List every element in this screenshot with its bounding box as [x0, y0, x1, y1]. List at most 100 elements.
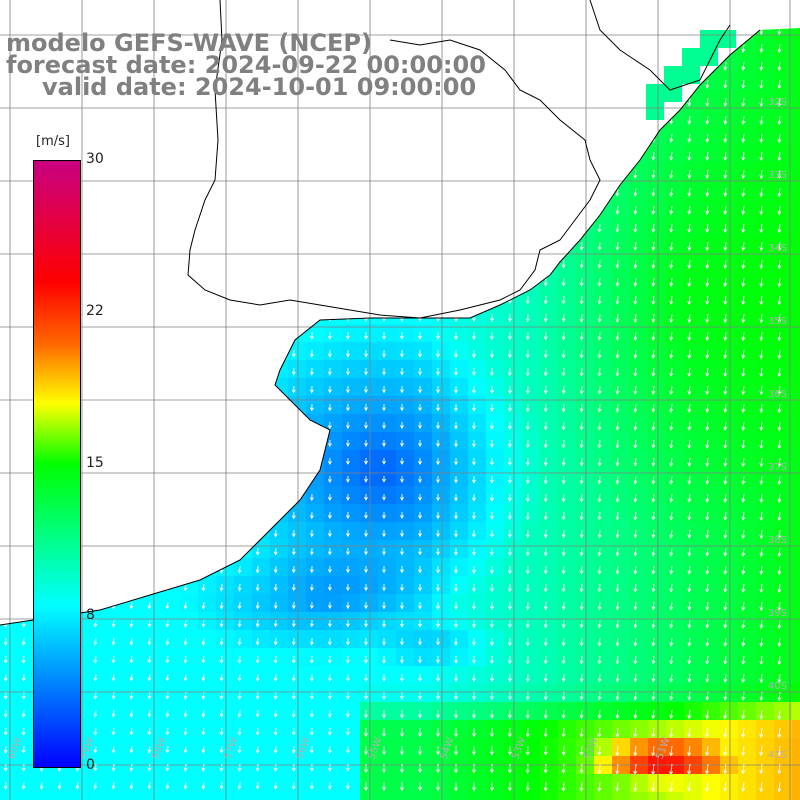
speed-cell	[252, 180, 271, 199]
wind-arrow	[418, 170, 422, 178]
wind-arrow	[489, 385, 494, 395]
wind-arrow	[93, 529, 98, 538]
wind-arrow	[129, 205, 134, 214]
wind-arrow	[219, 259, 224, 268]
speed-cell	[414, 0, 433, 19]
speed-cell	[216, 594, 235, 613]
speed-cell	[684, 126, 703, 145]
speed-cell	[612, 792, 631, 800]
wind-arrow	[147, 313, 152, 322]
speed-cell	[666, 306, 685, 325]
speed-cell	[666, 594, 685, 613]
wind-arrow	[21, 601, 26, 610]
speed-cell	[342, 414, 361, 433]
speed-cell	[0, 720, 19, 739]
wind-arrow	[93, 223, 98, 232]
speed-cell	[324, 108, 343, 127]
wind-arrow	[309, 133, 314, 142]
speed-cell	[198, 774, 217, 793]
wind-arrow	[669, 151, 674, 161]
wind-arrow	[561, 223, 566, 233]
speed-cell	[126, 252, 145, 271]
speed-cell	[108, 198, 127, 217]
wind-arrow	[418, 278, 422, 286]
wind-arrow	[687, 601, 692, 611]
wind-arrow	[651, 331, 656, 341]
speed-cell	[126, 738, 145, 757]
wind-arrow	[507, 763, 512, 774]
speed-cell	[324, 468, 343, 487]
wind-arrow	[183, 151, 188, 160]
wind-arrow	[525, 655, 530, 665]
wind-arrow	[615, 259, 620, 269]
wind-arrow	[273, 331, 278, 340]
speed-cell	[0, 360, 19, 379]
wind-arrow	[3, 673, 8, 682]
wind-arrow	[418, 404, 422, 412]
wind-arrow	[525, 61, 530, 71]
speed-cell	[792, 270, 800, 289]
speed-cell	[288, 450, 307, 469]
wind-arrow	[183, 421, 188, 430]
wind-arrow	[93, 115, 98, 124]
speed-cell	[234, 378, 253, 397]
wind-arrow	[436, 601, 440, 610]
wind-arrow	[327, 403, 332, 412]
speed-cell	[702, 414, 721, 433]
speed-cell	[108, 144, 127, 163]
speed-cell	[414, 720, 433, 739]
speed-cell	[522, 432, 541, 451]
wind-arrow	[651, 727, 656, 738]
speed-cell	[198, 396, 217, 415]
speed-cell	[72, 792, 91, 800]
wind-arrow	[723, 637, 728, 647]
speed-cell	[540, 234, 559, 253]
speed-cell	[216, 378, 235, 397]
wind-arrow	[75, 151, 80, 160]
speed-cell	[702, 450, 721, 469]
wind-arrow	[669, 187, 674, 197]
wind-arrow	[633, 43, 638, 53]
wind-arrow	[111, 709, 116, 718]
wind-arrow	[543, 763, 548, 774]
speed-cell	[792, 504, 800, 523]
speed-cell	[144, 666, 163, 685]
wind-arrow	[454, 295, 458, 305]
speed-cell	[72, 774, 91, 793]
speed-cell	[216, 630, 235, 649]
speed-cell	[324, 414, 343, 433]
wind-arrow	[436, 547, 440, 556]
speed-cell	[504, 792, 523, 800]
wind-arrow	[93, 403, 98, 412]
wind-arrow	[183, 241, 188, 250]
speed-cell	[216, 468, 235, 487]
speed-cell	[252, 576, 271, 595]
speed-cell	[738, 0, 757, 19]
speed-cell	[324, 774, 343, 793]
wind-arrow	[705, 223, 710, 233]
wind-arrow	[543, 691, 548, 701]
speed-cell	[396, 630, 415, 649]
wind-arrow	[597, 691, 602, 701]
wind-arrow	[759, 727, 764, 739]
speed-cell	[612, 414, 631, 433]
speed-cell	[612, 594, 631, 613]
wind-arrow	[436, 727, 440, 738]
wind-arrow	[633, 781, 638, 792]
speed-cell	[360, 432, 379, 451]
wind-arrow	[3, 367, 8, 376]
speed-cell	[540, 414, 559, 433]
wind-arrow	[183, 763, 188, 772]
speed-cell	[612, 540, 631, 559]
speed-cell	[486, 720, 505, 739]
wind-arrow	[345, 745, 350, 754]
wind-arrow	[273, 565, 278, 574]
speed-cell	[648, 216, 667, 235]
wind-arrow	[364, 547, 368, 556]
wind-arrow	[579, 529, 584, 539]
wind-arrow	[615, 133, 620, 143]
speed-cell	[162, 576, 181, 595]
wind-arrow	[598, 8, 601, 16]
speed-cell	[378, 720, 397, 739]
